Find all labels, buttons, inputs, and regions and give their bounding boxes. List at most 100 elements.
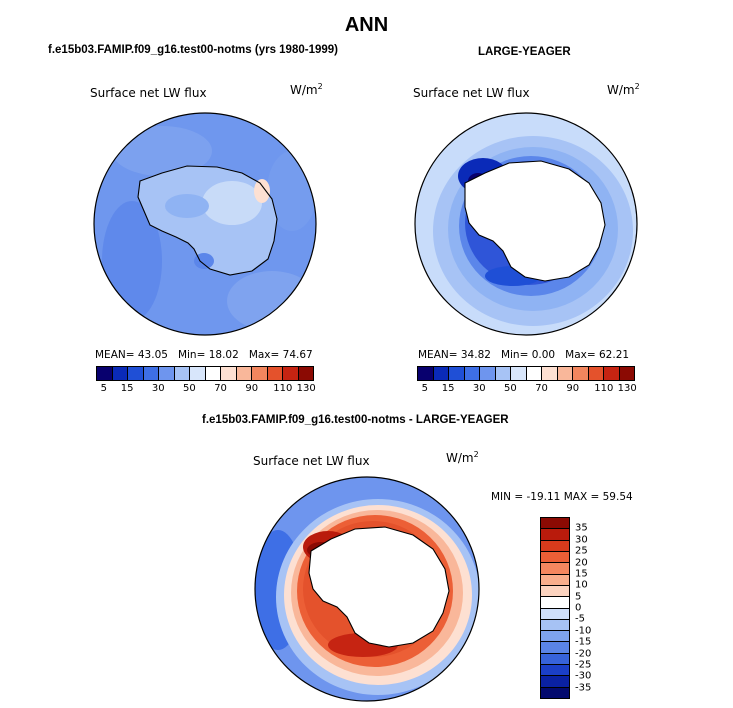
model-mean-label: MEAN= <box>95 349 135 361</box>
obs-colorbar-tick-label: 130 <box>617 383 637 394</box>
obs-colorbar-swatch <box>557 367 573 380</box>
obs-colorbar-tick-label: 15 <box>441 383 455 394</box>
model-colorbar-swatch <box>283 367 299 380</box>
model-colorbar-swatch <box>190 367 206 380</box>
obs-colorbar-swatch <box>588 367 604 380</box>
obs-colorbar-swatch <box>619 367 634 380</box>
model-min-label: Min= <box>177 349 206 361</box>
model-map-border <box>93 112 317 336</box>
diff-min-label: MIN = <box>491 491 524 503</box>
obs-max-value: 62.21 <box>599 349 630 361</box>
model-colorbar-swatch <box>298 367 313 380</box>
diff-polar-map <box>254 476 480 702</box>
obs-antarctica-fill <box>464 160 606 282</box>
diff-colorbar-tick-label: -35 <box>575 682 592 694</box>
diff-colorbar-swatch <box>541 676 569 688</box>
diff-colorbar-swatch <box>541 551 569 564</box>
obs-units-label: W/m2 <box>607 82 640 97</box>
diff-colorbar-swatch <box>541 540 569 552</box>
diff-colorbar-tick-label: -5 <box>575 613 585 625</box>
diff-stats: MIN = -19.11 MAX = 59.54 <box>491 491 633 503</box>
diff-panel-title: f.e15b03.FAMIP.f09_g16.test00-notms - LA… <box>202 414 509 426</box>
obs-colorbar-swatch <box>604 367 620 380</box>
model-max-value: 74.67 <box>282 349 313 361</box>
model-colorbar-tick-label: 15 <box>120 383 134 394</box>
model-colorbar-tick-label: 50 <box>183 383 196 394</box>
model-colorbar-swatch <box>128 367 144 380</box>
diff-colorbar-tick-label: 0 <box>575 602 582 614</box>
diff-colorbar-swatch <box>541 518 569 530</box>
obs-max-label: Max= <box>565 349 596 361</box>
diff-colorbar-swatch <box>541 642 569 654</box>
obs-polar-map <box>414 112 638 336</box>
obs-colorbar-tick-label: 110 <box>594 383 614 394</box>
model-colorbar-swatch <box>159 367 175 380</box>
model-mean-value: 43.05 <box>137 349 168 361</box>
diff-colorbar-swatch <box>541 529 569 541</box>
diff-colorbar-swatch <box>541 631 569 643</box>
diff-colorbar-swatch <box>541 585 569 598</box>
obs-colorbar-swatch <box>418 367 434 380</box>
model-colorbar-swatch <box>267 367 283 380</box>
model-units-label: W/m2 <box>290 82 323 97</box>
obs-mean-value: 34.82 <box>460 349 491 361</box>
obs-colorbar-swatch <box>495 367 511 380</box>
diff-colorbar-tick-label: 25 <box>575 545 588 557</box>
obs-colorbar-tick-label: 50 <box>504 383 517 394</box>
model-colorbar-swatch <box>205 367 221 380</box>
diff-antarctica-fill <box>308 526 450 648</box>
figure-title: ANN <box>344 14 389 36</box>
obs-colorbar-swatch <box>433 367 449 380</box>
diff-colorbar-swatch <box>541 597 569 609</box>
diff-colorbar-tick-label: 35 <box>575 522 588 534</box>
model-coastline <box>137 165 278 276</box>
diff-colorbar-tick-label: 30 <box>575 534 588 546</box>
obs-colorbar-tick-label: 30 <box>472 383 486 394</box>
model-colorbar-swatch <box>221 367 237 380</box>
diff-colorbar-tick-label: -30 <box>575 670 592 682</box>
diff-colorbar-tick-label: 10 <box>575 579 588 591</box>
model-colorbar-tick-label: 5 <box>100 383 107 394</box>
obs-colorbar-tick-label: 70 <box>535 383 548 394</box>
diff-colorbar-tick-label: -10 <box>575 625 592 637</box>
model-field-label: Surface net LW flux <box>90 86 207 100</box>
model-colorbar-swatch <box>143 367 159 380</box>
model-colorbar-tick-label: 30 <box>151 383 165 394</box>
diff-colorbar-tick-label: 15 <box>575 568 588 580</box>
model-colorbar-tick-label: 90 <box>245 383 259 394</box>
obs-field-label: Surface net LW flux <box>413 86 530 100</box>
obs-stats: MEAN= 34.82 Min= 0.00 Max= 62.21 <box>418 349 629 361</box>
diff-min-value: -19.11 <box>526 491 561 503</box>
obs-colorbar <box>417 366 635 381</box>
obs-colorbar-tick-label: 90 <box>566 383 580 394</box>
obs-panel-title: LARGE-YEAGER <box>478 46 571 58</box>
obs-colorbar-swatch <box>573 367 589 380</box>
diff-colorbar-swatch <box>541 574 569 586</box>
obs-colorbar-tick-label: 5 <box>421 383 428 394</box>
obs-colorbar-swatch <box>480 367 496 380</box>
model-max-label: Max= <box>248 349 280 361</box>
model-colorbar-tick-label: 130 <box>296 383 316 394</box>
model-min-value: 18.02 <box>208 349 239 361</box>
diff-colorbar-tick-label: 5 <box>575 591 582 603</box>
model-stats: MEAN= 43.05 Min= 18.02 Max= 74.67 <box>95 349 313 361</box>
diff-colorbar-tick-label: -25 <box>575 659 592 671</box>
diff-colorbar-tick-label: -15 <box>575 636 592 648</box>
diff-colorbar-tick-label: -20 <box>575 648 592 659</box>
obs-mean-label: MEAN= <box>418 349 458 361</box>
diff-colorbar-tick-label: 20 <box>575 557 588 568</box>
model-panel-title: f.e15b03.FAMIP.f09_g16.test00-notms (yrs… <box>48 44 338 56</box>
model-colorbar-swatch <box>174 367 190 380</box>
diff-colorbar-swatch <box>541 687 569 698</box>
model-colorbar-swatch <box>252 367 268 380</box>
model-colorbar <box>96 366 314 381</box>
model-colorbar-ticks: 5 15 30 50 70 90 110 130 <box>96 383 316 397</box>
model-colorbar-tick-label: 110 <box>273 383 293 394</box>
obs-min-value: 0.00 <box>531 349 556 361</box>
diff-colorbar-ticks: 35 30 25 20 15 10 5 0 -5 -10 -15 -20 -25 -30 -35 <box>575 517 615 699</box>
model-colorbar-swatch <box>236 367 252 380</box>
obs-colorbar-swatch <box>542 367 558 380</box>
obs-colorbar-swatch <box>511 367 527 380</box>
obs-colorbar-ticks: 5 15 30 50 70 90 110 130 <box>417 383 637 397</box>
diff-colorbar-swatch <box>541 608 569 620</box>
